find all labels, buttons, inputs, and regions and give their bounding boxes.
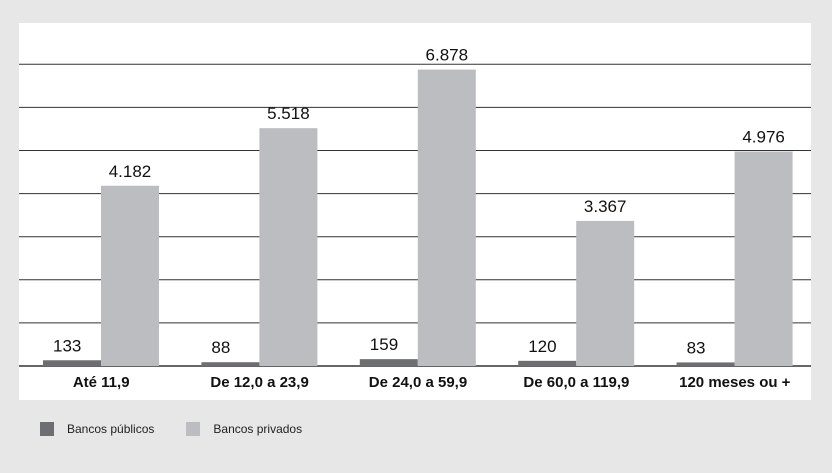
legend: Bancos públicos Bancos privados	[40, 422, 334, 436]
bars	[43, 69, 793, 366]
bar-bancos-privados	[734, 151, 793, 366]
legend-swatch-bancos-publicos	[40, 422, 54, 436]
data-label: 4.182	[109, 162, 152, 181]
x-tick-label: Até 11,9	[73, 374, 130, 391]
bar-bancos-publicos	[518, 360, 577, 366]
bar-bancos-privados	[101, 185, 159, 366]
legend-swatch-bancos-privados	[186, 422, 201, 436]
x-tick-label: De 60,0 a 119,9	[523, 374, 629, 391]
data-label: 4.976	[742, 128, 785, 147]
bar-bancos-publicos	[201, 362, 260, 366]
legend-label-bancos-publicos: Bancos públicos	[67, 422, 155, 436]
x-tick-labels: Até 11,9 De 12,0 a 23,9 De 24,0 a 59,9 De 6…	[73, 374, 791, 391]
data-label: 3.367	[584, 197, 627, 216]
data-label: 5.518	[267, 104, 310, 123]
data-label: 83	[687, 338, 706, 357]
data-label: 133	[53, 336, 81, 355]
data-label: 6.878	[426, 46, 469, 65]
legend-item-bancos-privados: Bancos privados	[186, 422, 302, 436]
bar-bancos-publicos	[359, 359, 418, 366]
x-tick-label: De 12,0 a 23,9	[210, 374, 308, 391]
data-label: 88	[211, 338, 230, 357]
x-tick-label: 120 meses ou +	[679, 374, 791, 391]
data-label: 120	[528, 337, 556, 356]
bar-bancos-privados	[259, 128, 318, 366]
bar-bancos-publicos	[676, 362, 735, 366]
data-label: 159	[370, 335, 398, 354]
bar-bancos-publicos	[43, 360, 101, 366]
bar-bancos-privados	[576, 220, 635, 366]
legend-label-bancos-privados: Bancos privados	[213, 422, 303, 436]
legend-item-bancos-publicos: Bancos públicos	[40, 422, 154, 436]
x-tick-label: De 24,0 a 59,9	[369, 374, 467, 391]
data-labels: 133 4.182 88 5.518 159 6.878 120 3.367 83 4.976	[53, 46, 785, 358]
bar-bancos-privados	[417, 69, 476, 366]
